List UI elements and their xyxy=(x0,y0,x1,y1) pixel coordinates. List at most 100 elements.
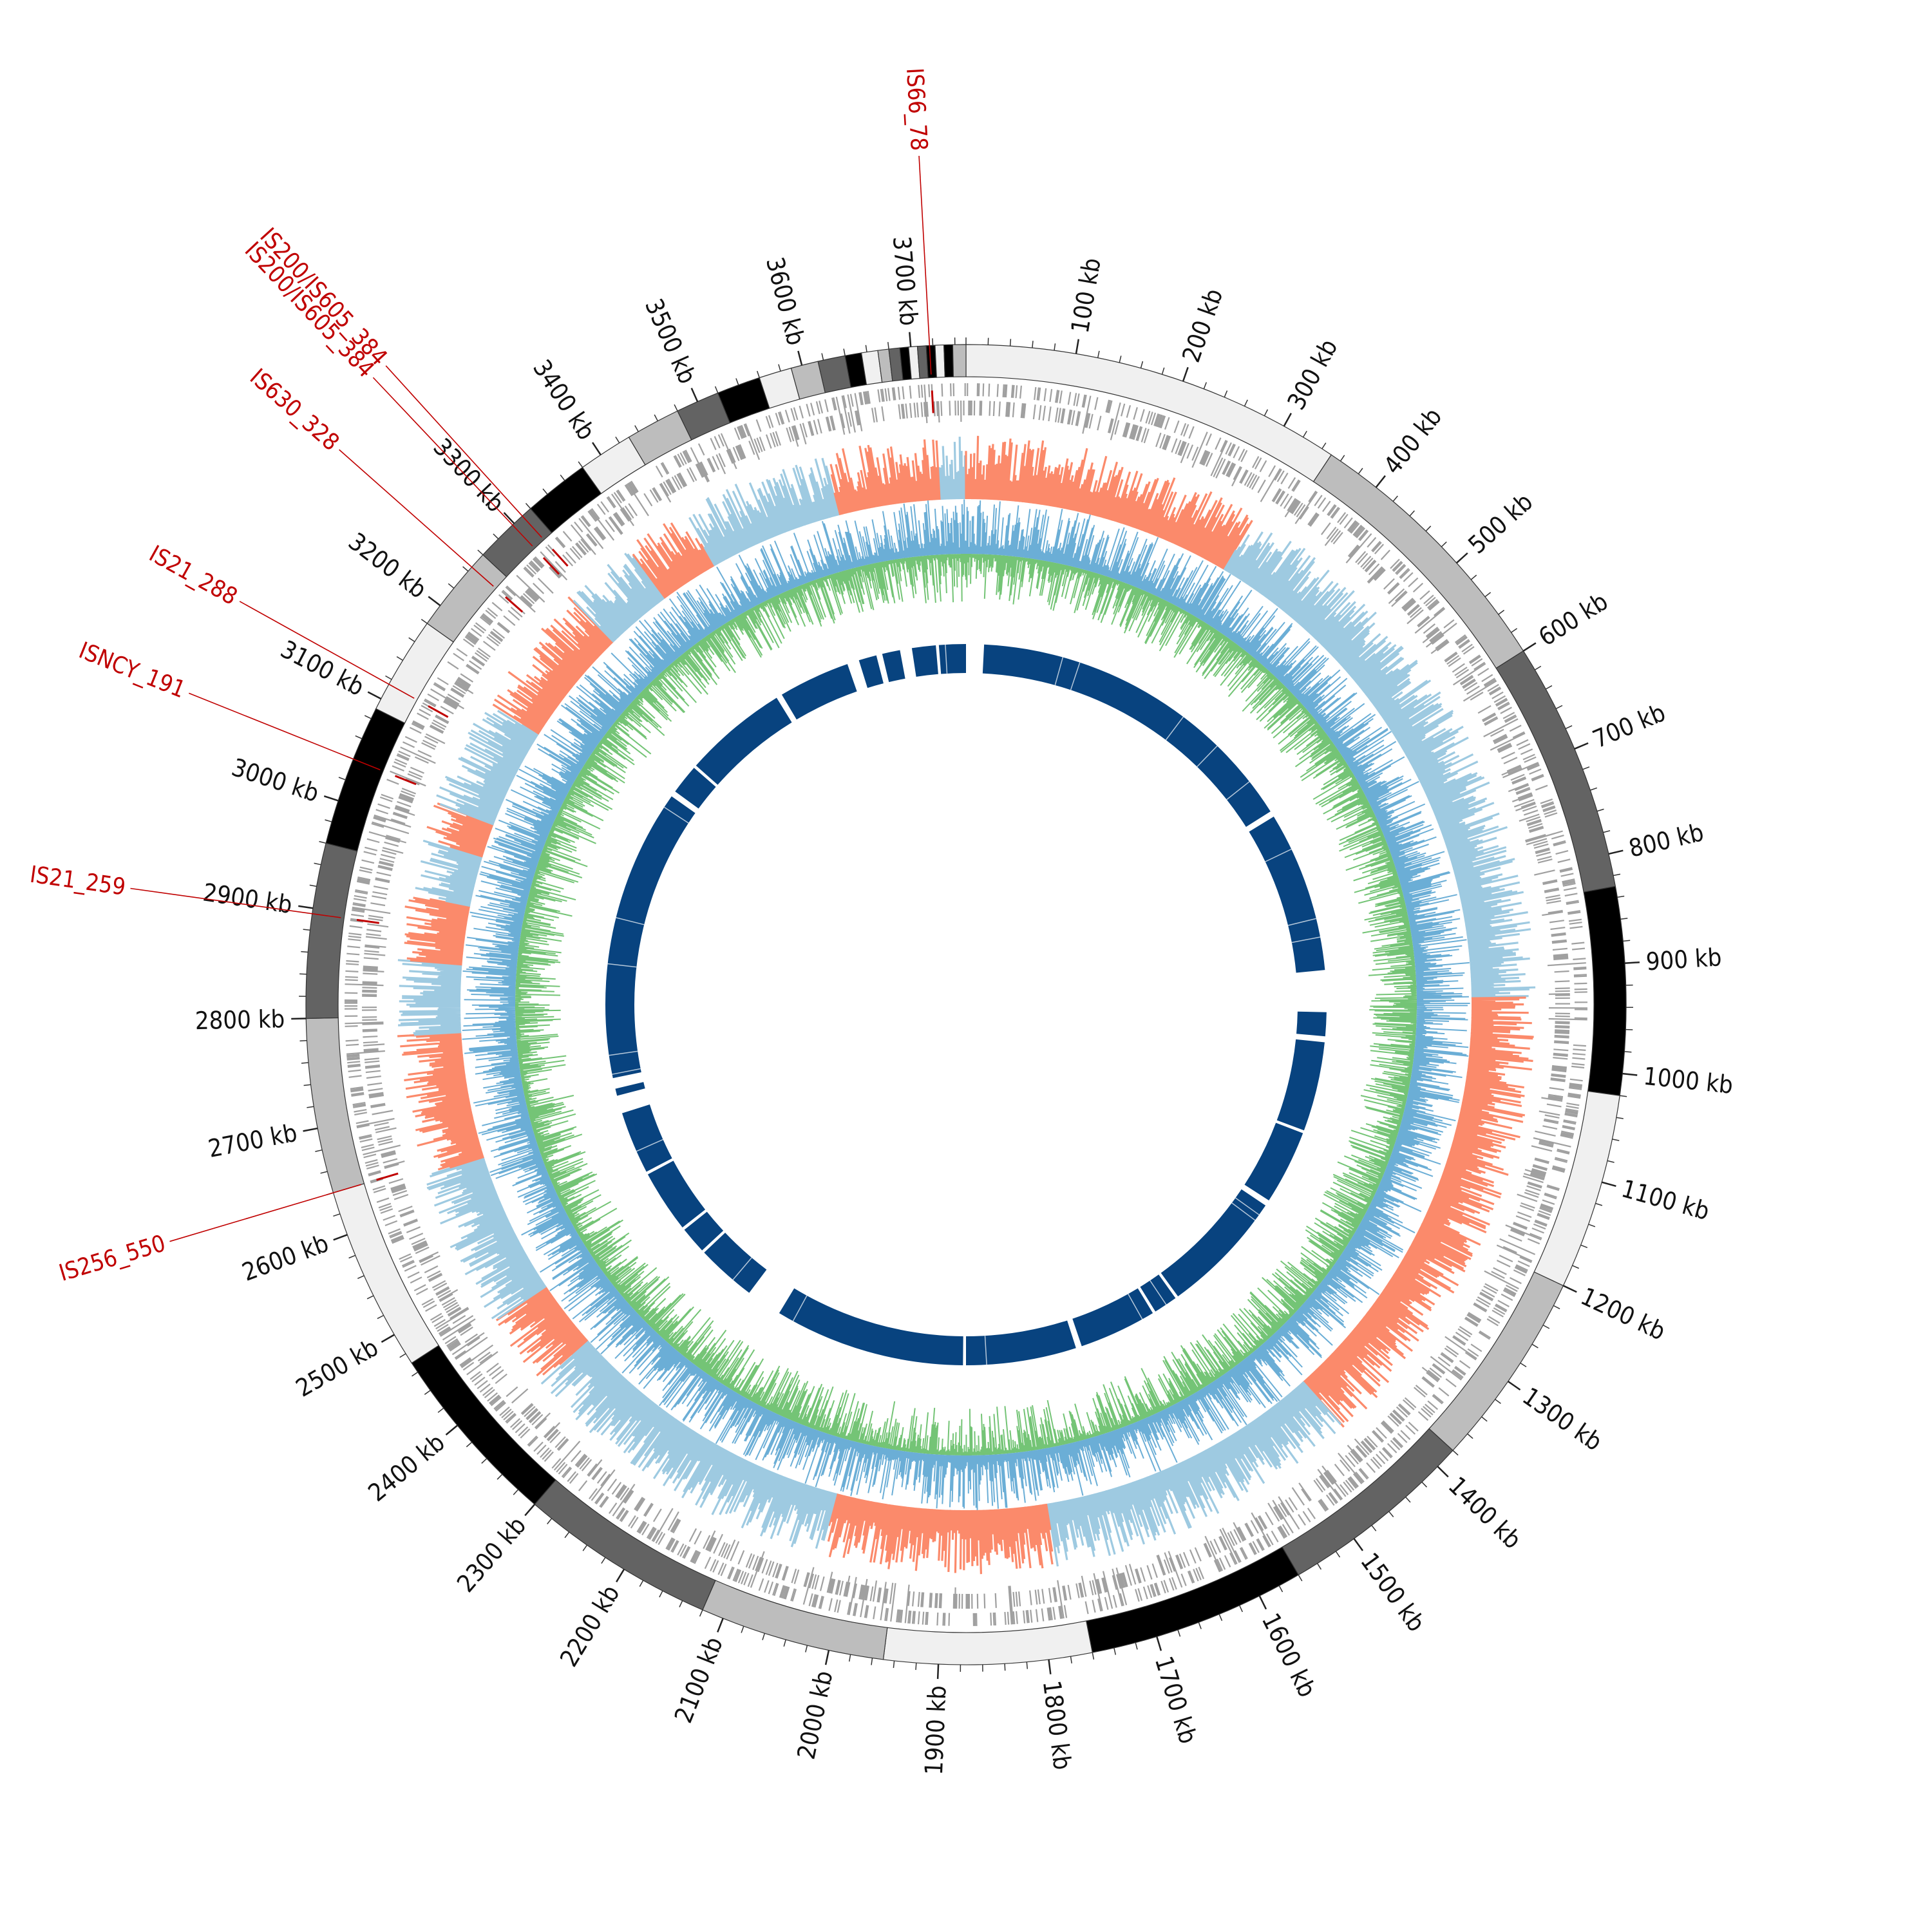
tick-label: 1200 kb xyxy=(1577,1282,1670,1346)
contig-band xyxy=(411,1345,556,1505)
major-tick xyxy=(1601,1181,1616,1188)
contig-band xyxy=(325,708,406,852)
alignment-block xyxy=(779,1288,963,1365)
is-element-label: IS200/IS605_384 xyxy=(254,223,392,370)
alignment-block xyxy=(675,768,716,809)
tick-label: 2800 kb xyxy=(194,1005,285,1035)
is-element-label: IS256_550 xyxy=(56,1230,169,1287)
major-tick xyxy=(524,1504,536,1517)
tick-label: 3200 kb xyxy=(343,527,432,604)
gc-skew-positive-segment xyxy=(827,1493,1054,1575)
tick-label: 3700 kb xyxy=(887,235,923,327)
contig-band xyxy=(1428,1271,1564,1452)
contig-band xyxy=(882,1620,1093,1665)
tick-label: 1400 kb xyxy=(1443,1472,1527,1555)
gc-skew-negative-segment xyxy=(436,710,540,826)
alignment-block xyxy=(1244,1122,1303,1201)
tick-label: 2500 kb xyxy=(291,1333,383,1403)
alignment-track xyxy=(605,644,1327,1365)
alignment-block xyxy=(966,1320,1076,1365)
tick-label: 100 kb xyxy=(1066,256,1106,335)
is-element-mark xyxy=(542,556,560,575)
is-element-label: IS630_328 xyxy=(245,364,344,456)
major-tick xyxy=(616,1569,625,1583)
alignment-block xyxy=(1160,1189,1266,1297)
is-element-label: IS21_259 xyxy=(28,862,128,901)
tick-label: 3300 kb xyxy=(428,433,509,518)
gc-content-outer-series xyxy=(462,499,1470,1510)
alignment-gap-lines xyxy=(607,644,1321,1365)
gc-skew-negative-segment xyxy=(426,1156,547,1320)
gene-feature-track xyxy=(344,383,1588,1626)
tick-label: 500 kb xyxy=(1463,488,1539,559)
major-tick xyxy=(1156,1636,1162,1651)
gc-content-inner-series xyxy=(515,553,1417,1456)
contig-band xyxy=(375,623,454,724)
alignment-block xyxy=(647,1160,706,1227)
gc-skew-positive-segment xyxy=(426,802,494,858)
major-tick xyxy=(1437,1466,1449,1478)
is-element-leader xyxy=(372,377,533,547)
tick-label: 1700 kb xyxy=(1150,1653,1202,1747)
contig-band xyxy=(952,344,967,377)
contig-band xyxy=(1583,886,1627,1096)
gc-skew-negative-segment xyxy=(540,1339,837,1549)
major-tick xyxy=(333,1234,348,1241)
tick-label: 1300 kb xyxy=(1517,1382,1607,1457)
gc-content-track xyxy=(462,499,1470,1510)
major-tick xyxy=(824,1650,830,1665)
major-tick xyxy=(1075,339,1080,354)
alignment-block xyxy=(938,644,966,674)
is-element-leader xyxy=(239,601,415,699)
major-tick xyxy=(1507,1380,1521,1391)
gc-skew-negative-segment xyxy=(688,457,840,567)
is-element-mark xyxy=(551,548,569,567)
is-element-leader xyxy=(169,1184,361,1242)
tick-label: 200 kb xyxy=(1177,285,1228,366)
gc-skew-positive-segment xyxy=(632,522,715,599)
major-tick xyxy=(1182,366,1189,382)
alignment-block xyxy=(605,796,696,1079)
gc-skew-track xyxy=(397,435,1536,1575)
gc-skew-negative-segment xyxy=(1046,1381,1342,1567)
is-element-leader xyxy=(189,692,381,771)
gc-skew-negative-segment xyxy=(1223,531,1536,998)
is-element-mark xyxy=(428,705,449,718)
gc-skew-negative-segment xyxy=(573,553,666,643)
contig-band xyxy=(305,842,358,1019)
gene-feature-marks xyxy=(344,383,1588,1626)
major-tick xyxy=(1283,413,1292,427)
gc-skew-positive-segment xyxy=(492,596,614,735)
alignment-block xyxy=(911,645,938,677)
tick-label: 1000 kb xyxy=(1642,1062,1734,1099)
is-element-mark xyxy=(504,596,524,613)
alignment-block xyxy=(1276,1039,1325,1131)
major-tick xyxy=(381,1334,395,1343)
contig-band xyxy=(943,344,954,378)
gc-skew-positive-segment xyxy=(1302,996,1534,1428)
tick-label: 2700 kb xyxy=(206,1119,299,1163)
alignment-block xyxy=(704,1233,767,1293)
tick-label: 2600 kb xyxy=(238,1229,332,1287)
major-tick xyxy=(445,1425,459,1435)
is-element-annotations: IS66_78 IS200/IS605_384IS200/IS605_384IS6… xyxy=(28,67,934,1287)
is-element-label: IS200/IS605_384 xyxy=(240,237,379,383)
tick-label: 700 kb xyxy=(1589,698,1669,753)
major-tick xyxy=(298,905,314,909)
tick-label: 1800 kb xyxy=(1037,1679,1077,1772)
tick-label: 2400 kb xyxy=(363,1428,450,1507)
tick-label: 2900 kb xyxy=(201,878,294,919)
major-tick xyxy=(1562,1285,1577,1293)
is-element-leader xyxy=(339,449,494,587)
major-tick xyxy=(303,1127,318,1132)
alignment-block xyxy=(621,1104,672,1172)
major-tick xyxy=(1624,961,1640,964)
major-tick xyxy=(323,795,339,802)
contig-band xyxy=(332,1183,440,1364)
is-element-label: ISNCY_191 xyxy=(75,638,189,704)
major-tick xyxy=(1048,1659,1052,1674)
tick-label: 3000 kb xyxy=(228,753,322,808)
alignment-block xyxy=(781,664,857,720)
is-element-leader xyxy=(918,155,932,375)
